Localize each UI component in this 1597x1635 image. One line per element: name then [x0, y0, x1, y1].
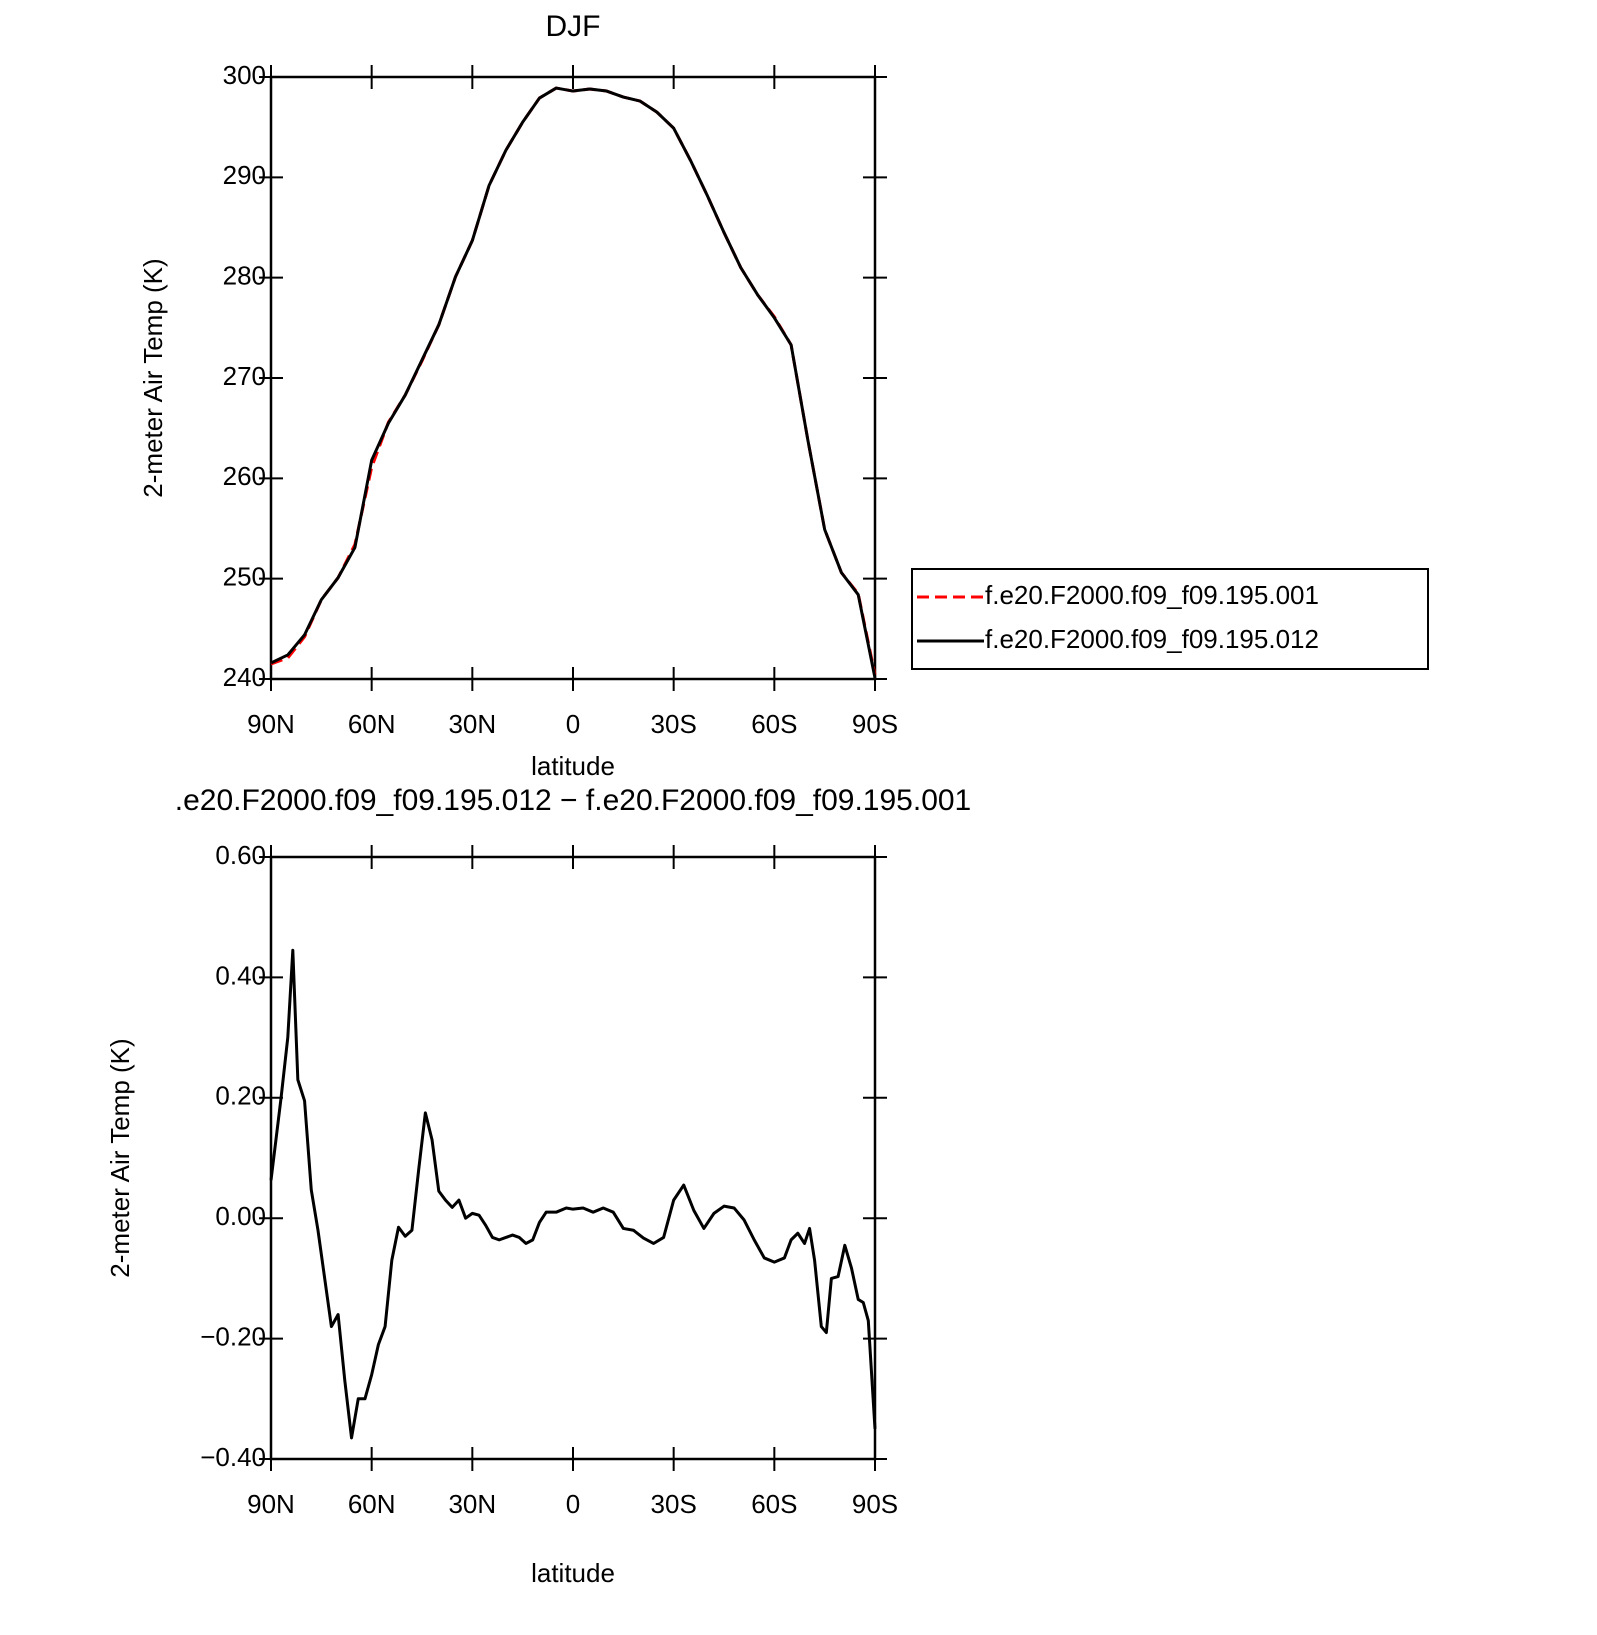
x-tick-label: 90N — [247, 709, 295, 739]
x-tick-label: 90S — [852, 1489, 898, 1519]
x-tick-label: 0 — [566, 709, 580, 739]
data-line — [270, 86, 877, 679]
y-axis-label: 2-meter Air Temp (K) — [105, 1038, 135, 1277]
x-axis-label: latitude — [531, 751, 615, 781]
y-tick-label: 240 — [223, 662, 266, 692]
x-tick-label: 30N — [448, 709, 496, 739]
legend-label: f.e20.F2000.f09_f09.195.001 — [985, 580, 1319, 610]
y-tick-label: 0.20 — [215, 1081, 266, 1111]
x-tick-label: 30S — [651, 709, 697, 739]
chart-title: DJF — [546, 10, 601, 43]
y-tick-label: −0.20 — [200, 1321, 266, 1351]
x-tick-label: 60N — [348, 709, 396, 739]
y-axis-label: 2-meter Air Temp (K) — [138, 258, 168, 497]
y-tick-label: 0.00 — [215, 1201, 266, 1231]
x-tick-label: 90N — [247, 1489, 295, 1519]
legend-box — [911, 568, 1429, 670]
x-tick-label: 0 — [566, 1489, 580, 1519]
chart-title: .e20.F2000.f09_f09.195.012 − f.e20.F2000… — [175, 784, 972, 817]
x-tick-label: 60S — [751, 1489, 797, 1519]
plot-frame — [269, 75, 877, 681]
y-tick-label: 290 — [223, 160, 266, 190]
x-tick-label: 30N — [448, 1489, 496, 1519]
x-axis-label: latitude — [531, 1558, 615, 1588]
y-tick-label: 0.40 — [215, 960, 266, 990]
y-tick-label: 300 — [223, 60, 266, 90]
x-tick-label: 90S — [852, 709, 898, 739]
y-tick-label: −0.40 — [200, 1442, 266, 1472]
legend-label: f.e20.F2000.f09_f09.195.012 — [985, 624, 1319, 654]
y-tick-label: 270 — [223, 361, 266, 391]
x-tick-label: 30S — [651, 1489, 697, 1519]
y-tick-label: 260 — [223, 461, 266, 491]
data-line — [270, 86, 877, 676]
x-tick-label: 60S — [751, 709, 797, 739]
data-line — [269, 948, 877, 1440]
x-tick-label: 60N — [348, 1489, 396, 1519]
y-tick-label: 250 — [223, 562, 266, 592]
y-tick-label: 280 — [223, 261, 266, 291]
y-tick-label: 0.60 — [215, 840, 266, 870]
plot-frame — [269, 855, 877, 1461]
